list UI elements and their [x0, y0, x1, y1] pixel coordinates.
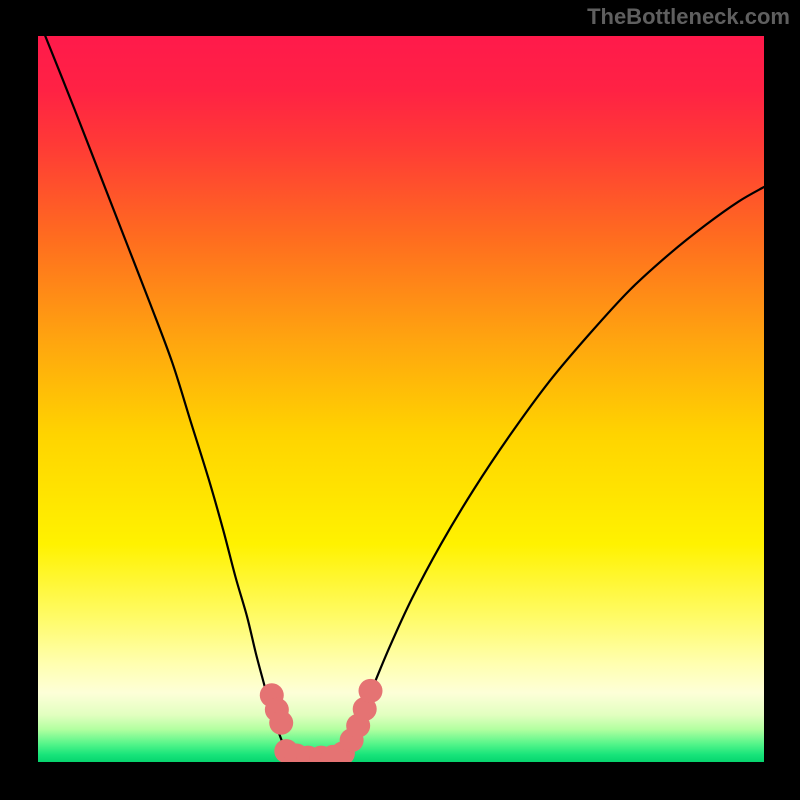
marker-dot [359, 679, 383, 703]
marker-dot [269, 711, 293, 735]
chart-stage: TheBottleneck.com [0, 0, 800, 800]
gradient-background [38, 36, 764, 762]
watermark-text: TheBottleneck.com [587, 4, 790, 30]
plot-svg [38, 36, 764, 762]
plot-area [38, 36, 764, 762]
